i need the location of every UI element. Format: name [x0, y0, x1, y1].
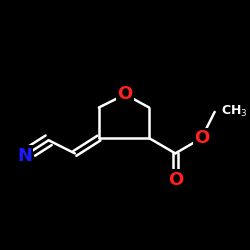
Text: N: N: [17, 146, 32, 164]
Text: O: O: [118, 86, 133, 103]
Text: O: O: [168, 170, 183, 188]
Text: O: O: [194, 129, 209, 147]
Text: CH$_3$: CH$_3$: [221, 104, 248, 120]
